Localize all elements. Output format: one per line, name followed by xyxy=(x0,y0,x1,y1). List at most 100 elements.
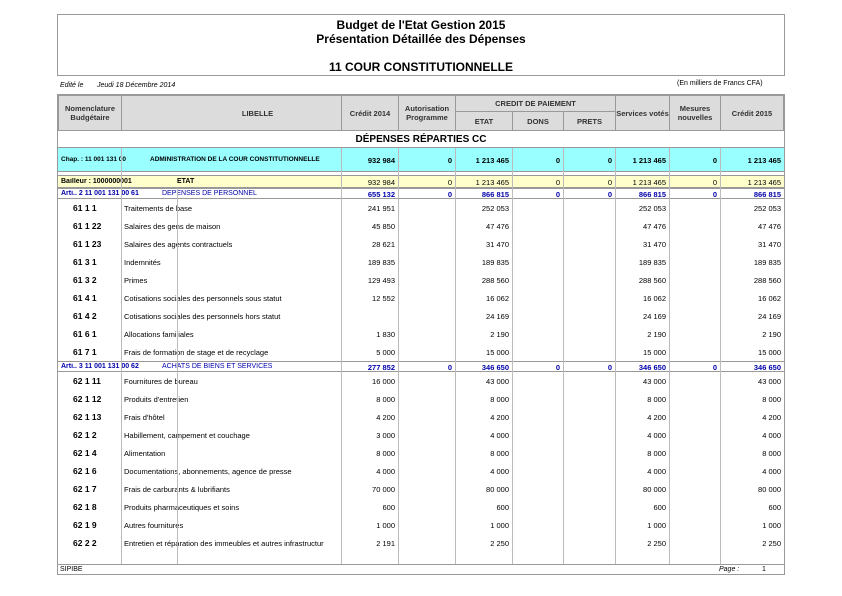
row-services: 8 000 xyxy=(647,395,666,404)
row-credit2014: 129 493 xyxy=(367,276,395,285)
column-divider xyxy=(720,148,721,565)
chapter-dons: 0 xyxy=(555,156,560,165)
row-etat: 4 200 xyxy=(490,413,509,422)
bailleur-dons: 0 xyxy=(555,178,560,187)
row-prets: 0 xyxy=(607,363,612,372)
row-etat: 252 053 xyxy=(481,204,509,213)
table-row: 61 7 1 Frais de formation de stage et de … xyxy=(58,343,784,361)
row-etat: 4 000 xyxy=(490,467,509,476)
row-services: 1 000 xyxy=(647,521,666,530)
row-etat: 24 169 xyxy=(486,312,509,321)
row-libelle: Indemnités xyxy=(124,258,161,267)
section-title: DÉPENSES RÉPARTIES CC xyxy=(58,131,784,148)
table-row: 62 1 11 Fournitures de bureau 16 000 43 000… xyxy=(58,372,784,390)
chapter-libelle: ADMINISTRATION DE LA COUR CONSTITUTIONNE… xyxy=(150,156,320,163)
edit-date-label: Edité le xyxy=(60,82,84,89)
page-footer: SIPIBE Page : 1 xyxy=(57,566,785,575)
row-etat: 346 650 xyxy=(481,363,509,372)
bailleur-code: Bailleur : 1000000001 xyxy=(61,178,132,185)
report-title: Budget de l'Etat Gestion 2015 xyxy=(336,18,506,32)
row-credit2015: 8 000 xyxy=(762,449,781,458)
table-row: 61 4 1 Cotisations sociales des personnel… xyxy=(58,289,784,307)
row-credit2014: 16 000 xyxy=(372,377,395,386)
table-row: 61 1 23 Salaires des agents contractuels 2… xyxy=(58,235,784,253)
row-credit2014: 8 000 xyxy=(376,449,395,458)
row-etat: 2 250 xyxy=(490,539,509,548)
row-credit2015: 288 560 xyxy=(753,276,781,285)
row-services: 8 000 xyxy=(647,449,666,458)
row-mesures: 0 xyxy=(712,190,717,199)
row-libelle: Entretien et réparation des immeubles et… xyxy=(124,539,324,548)
row-credit2015: 4 000 xyxy=(762,431,781,440)
row-services: 2 250 xyxy=(647,539,666,548)
row-credit2014: 1 000 xyxy=(376,521,395,530)
table-row: 61 3 1 Indemnités 189 835 189 835 189 835 189… xyxy=(58,253,784,271)
row-etat: 15 000 xyxy=(486,348,509,357)
row-dons: 0 xyxy=(555,190,560,199)
row-credit2014: 4 200 xyxy=(376,413,395,422)
row-credit2015: 16 062 xyxy=(758,294,781,303)
row-mesures: 0 xyxy=(712,363,717,372)
row-autorisation: 0 xyxy=(447,363,452,372)
edit-date: Edité le Jeudi 18 Décembre 2014 xyxy=(60,82,175,89)
row-libelle: Alimentation xyxy=(124,449,166,458)
report-title-box: Budget de l'Etat Gestion 2015 Présentati… xyxy=(57,14,785,76)
row-credit2015: 47 476 xyxy=(758,222,781,231)
row-etat: 4 000 xyxy=(490,431,509,440)
chapter-code: Chap. : 11 001 131 00 xyxy=(61,156,127,163)
row-credit2015: 24 169 xyxy=(758,312,781,321)
table-row: 62 1 4 Alimentation 8 000 8 000 8 000 8 000 xyxy=(58,444,784,462)
chapter-row: Chap. : 11 001 131 00 ADMINISTRATION DE … xyxy=(58,148,784,172)
row-code: 62 1 13 xyxy=(73,412,102,422)
row-credit2015: 15 000 xyxy=(758,348,781,357)
row-credit2015: 4 000 xyxy=(762,467,781,476)
bailleur-etat: 1 213 465 xyxy=(475,178,509,187)
table-row: 61 6 1 Allocations familiales 1 830 2 190 2 … xyxy=(58,325,784,343)
row-etat: 2 190 xyxy=(490,330,509,339)
col-services-votes: Services votés xyxy=(615,95,670,131)
row-code: 61 4 2 xyxy=(73,311,97,321)
row-libelle: Traitements de base xyxy=(124,204,193,213)
row-services: 4 200 xyxy=(647,413,666,422)
row-credit2014: 189 835 xyxy=(367,258,395,267)
row-credit2015: 346 650 xyxy=(753,363,781,372)
row-code: 62 1 2 xyxy=(73,430,97,440)
edit-date-value: Jeudi 18 Décembre 2014 xyxy=(97,82,176,89)
row-credit2014: 70 000 xyxy=(372,485,395,494)
row-services: 43 000 xyxy=(643,377,666,386)
bailleur-mesures: 0 xyxy=(712,178,717,187)
row-libelle: Produits d'entretien xyxy=(124,395,189,404)
chapter-services: 1 213 465 xyxy=(632,156,666,165)
bailleur-autorisation: 0 xyxy=(447,178,452,187)
row-code: 62 1 9 xyxy=(73,520,97,530)
units-note: (En milliers de Francs CFA) xyxy=(677,80,763,87)
row-credit2015: 4 200 xyxy=(762,413,781,422)
row-dons: 0 xyxy=(555,363,560,372)
row-credit2014: 277 852 xyxy=(367,363,395,372)
row-credit2015: 2 250 xyxy=(762,539,781,548)
row-credit2015: 31 470 xyxy=(758,240,781,249)
row-code: 61 6 1 xyxy=(73,329,97,339)
column-divider xyxy=(669,148,670,565)
column-divider xyxy=(563,148,564,565)
table-row: 62 1 12 Produits d'entretien 8 000 8 000 8 0… xyxy=(58,390,784,408)
row-credit2014: 1 830 xyxy=(376,330,395,339)
row-services: 2 190 xyxy=(647,330,666,339)
column-divider xyxy=(177,188,178,565)
row-prets: 0 xyxy=(607,190,612,199)
row-credit2014: 5 000 xyxy=(376,348,395,357)
row-etat: 31 470 xyxy=(486,240,509,249)
row-code: 61 1 1 xyxy=(73,203,97,213)
row-code: 61 1 23 xyxy=(73,239,102,249)
footer-page-number: 1 xyxy=(762,566,766,573)
row-code: 62 1 11 xyxy=(73,376,101,386)
bailleur-prets: 0 xyxy=(607,178,612,187)
row-credit2015: 2 190 xyxy=(762,330,781,339)
row-credit2015: 252 053 xyxy=(753,204,781,213)
row-services: 600 xyxy=(653,503,666,512)
row-libelle: Frais d'hôtel xyxy=(124,413,165,422)
column-divider xyxy=(615,148,616,565)
row-credit2015: 80 000 xyxy=(758,485,781,494)
row-credit2015: 189 835 xyxy=(753,258,781,267)
col-autorisation: Autorisation Programme xyxy=(398,95,456,131)
